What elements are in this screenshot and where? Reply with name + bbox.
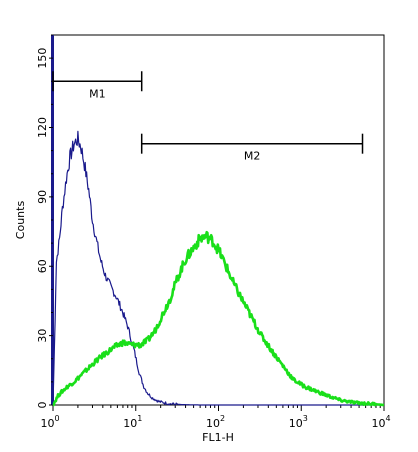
x-tick-label: 103 (289, 414, 308, 430)
stained-histogram-line (52, 230, 385, 407)
y-tick-label: 90 (36, 190, 49, 204)
gate-label: M2 (244, 150, 261, 163)
x-axis-label: FL1-H (202, 431, 234, 444)
control-histogram-line (52, 130, 384, 406)
y-tick-label: 30 (36, 329, 49, 343)
y-tick-label: 120 (36, 117, 49, 138)
gate-label: M1 (89, 87, 106, 100)
x-tick-label: 104 (371, 414, 390, 430)
x-tick-label: 101 (123, 414, 142, 430)
y-tick-label: 60 (36, 259, 49, 273)
x-tick-label: 102 (206, 414, 225, 430)
gate-markers: M1 M2 (52, 71, 364, 163)
y-axis-label: Counts (14, 201, 27, 240)
histogram-series (52, 130, 385, 407)
y-tick-label: 150 (36, 48, 49, 69)
y-tick-label: 0 (36, 402, 49, 409)
y-axis-ticks: 0 30 60 90 120 150 (36, 34, 53, 409)
x-tick-label: 100 (40, 414, 59, 430)
x-axis-ticks: 100 101 102 103 104 (40, 405, 391, 430)
